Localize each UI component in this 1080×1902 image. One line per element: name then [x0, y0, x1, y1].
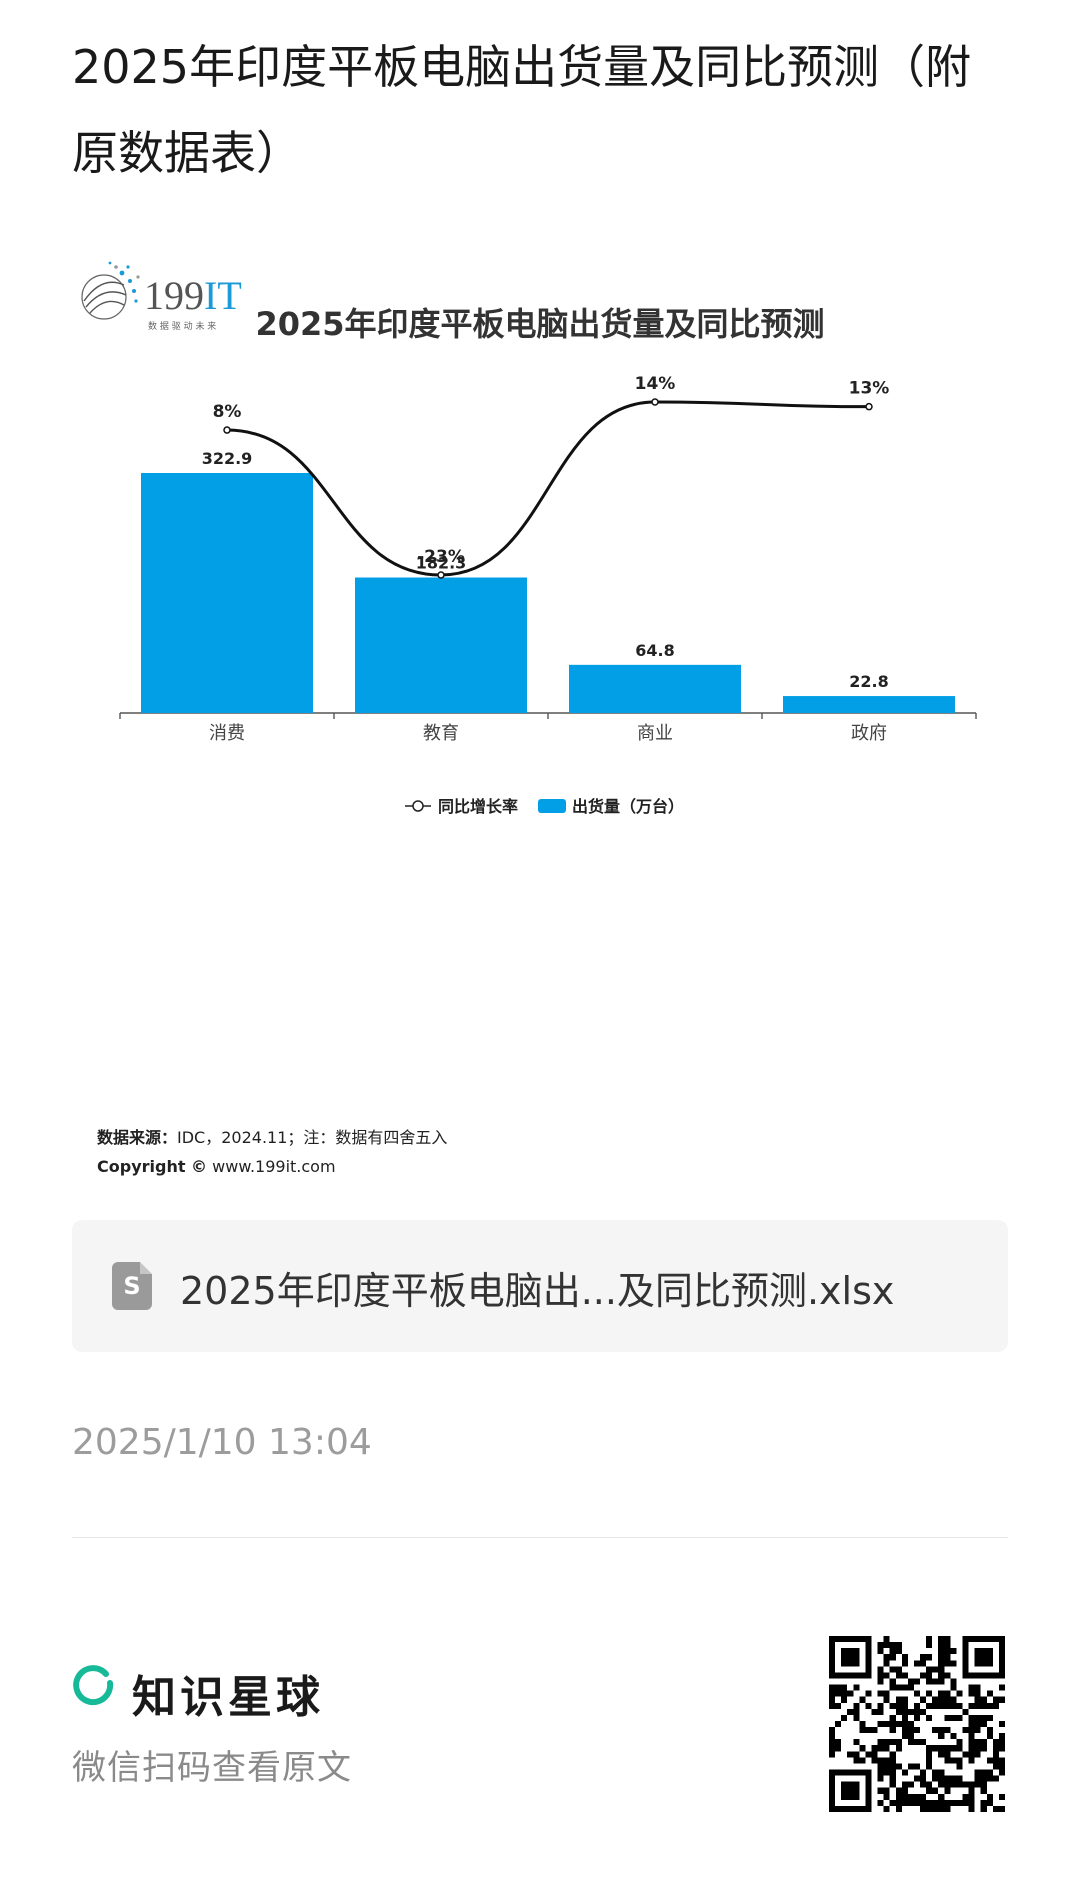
chart-title: 2025年印度平板电脑出货量及同比预测 [255, 305, 824, 343]
bar-data-label: 64.8 [635, 641, 674, 660]
source-label: 数据来源： [97, 1128, 178, 1147]
x-tick-label: 消费 [209, 723, 245, 744]
source-block: 数据来源：IDC，2024.11；注：数据有四舍五入 Copyright © w… [97, 1123, 447, 1181]
brand-name: 知识星球 [132, 1672, 324, 1723]
chart-svg: 2025年印度平板电脑出货量及同比预测 322.9 消费 182.3 教育 64.8 商业 2… [119, 305, 977, 816]
divider [72, 1537, 1008, 1538]
attachment-card[interactable]: S 2025年印度平板电脑出...及同比预测.xlsx [72, 1220, 1008, 1352]
growth-point [223, 426, 231, 434]
copyright-site: www.199it.com [212, 1157, 336, 1176]
legend-label-growth: 同比增长率 [438, 797, 518, 816]
bar [355, 577, 527, 713]
chart-image: 2025年印度平板电脑出货量及同比预测 322.9 消费 182.3 教育 64.8 商业 2… [72, 255, 1008, 1195]
growth-data-label: -23% [417, 547, 465, 567]
growth-point [437, 571, 445, 579]
post-title: 2025年印度平板电脑出货量及同比预测（附原数据表） [72, 40, 972, 180]
qr-code[interactable] [829, 1636, 1005, 1812]
logo-text: 199IT [144, 273, 242, 318]
x-tick-label: 商业 [637, 723, 673, 744]
zsxq-logo-icon [73, 1665, 114, 1706]
attachment-filename: 2025年印度平板电脑出...及同比预测.xlsx [180, 1269, 895, 1313]
growth-point [651, 398, 659, 406]
source-text: IDC，2024.11；注：数据有四舍五入 [177, 1128, 448, 1147]
bar [569, 664, 741, 713]
growth-line [226, 400, 870, 577]
copyright-label: Copyright © [97, 1157, 208, 1176]
legend-bar-swatch [538, 799, 566, 813]
x-tick-label: 教育 [423, 723, 459, 744]
bar-data-label: 322.9 [202, 449, 253, 468]
bar [141, 473, 313, 713]
spreadsheet-file-icon: S [112, 1262, 152, 1310]
growth-data-label: 14% [635, 374, 676, 394]
growth-data-label: 8% [213, 402, 242, 422]
growth-data-label: 13% [849, 379, 890, 399]
logo-tagline: 数 据 驱 动 未 来 [148, 320, 216, 332]
dandelion-icon [81, 261, 140, 320]
logo-199it: 199IT 数 据 驱 动 未 来 [81, 261, 242, 332]
brand-subtitle: 微信扫码查看原文 [72, 1748, 352, 1788]
bar-data-label: 182.3 [416, 554, 467, 573]
x-tick-label: 政府 [851, 723, 887, 744]
growth-point [865, 402, 873, 411]
legend-label-shipments: 出货量（万台） [572, 797, 684, 816]
post-timestamp: 2025/1/10 13:04 [72, 1422, 372, 1463]
legend-line-marker [412, 800, 424, 812]
bar-data-label: 22.8 [849, 672, 888, 691]
bar [783, 696, 955, 713]
